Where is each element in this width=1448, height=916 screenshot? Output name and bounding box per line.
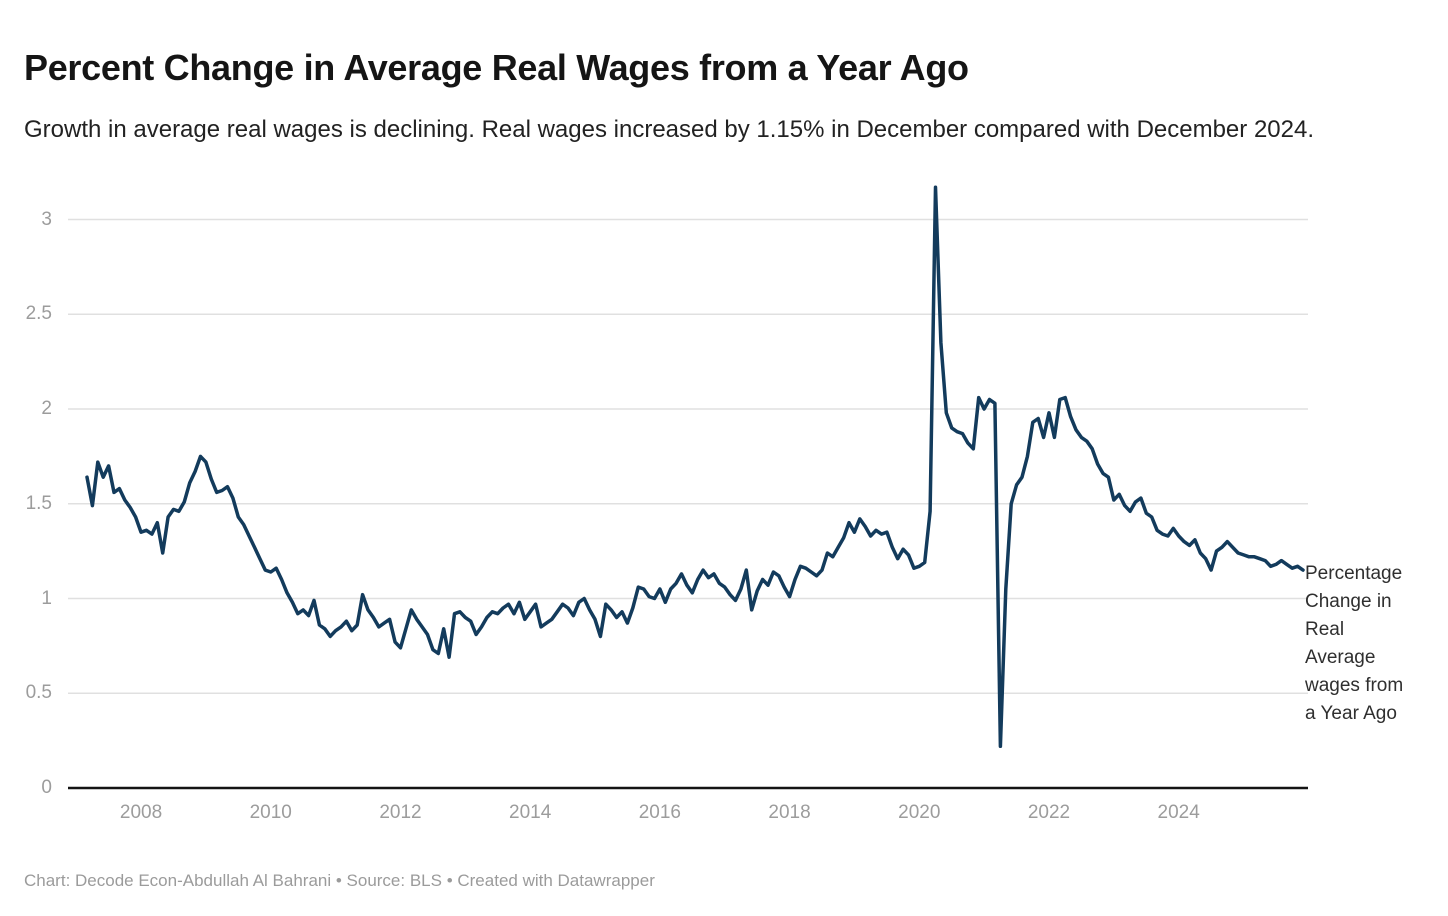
y-tick-label: 3 — [41, 208, 52, 230]
y-tick-label: 0 — [41, 777, 52, 798]
x-tick-label: 2018 — [768, 802, 811, 823]
x-tick-label: 2012 — [379, 802, 422, 823]
chart-footer-credits: Chart: Decode Econ-Abdullah Al Bahrani •… — [24, 871, 655, 890]
y-tick-label: 2.5 — [25, 303, 52, 325]
chart-subtitle: Growth in average real wages is declinin… — [24, 116, 1314, 143]
x-tick-label: 2020 — [898, 802, 941, 823]
x-tick-label: 2008 — [119, 802, 163, 823]
y-tick-label: 0.5 — [25, 682, 52, 704]
chart-title: Percent Change in Average Real Wages fro… — [24, 47, 969, 89]
x-tick-label: 2024 — [1157, 802, 1200, 823]
y-tick-label: 2 — [41, 398, 52, 419]
x-tick-label: 2016 — [638, 802, 681, 823]
y-tick-label: 1 — [41, 587, 52, 609]
series-label-annotation: Percentage Change in Real Average wages … — [1305, 563, 1404, 724]
x-tick-label: 2014 — [509, 802, 552, 823]
real-wage-growth-line — [85, 185, 1305, 749]
y-tick-label: 1.5 — [25, 492, 52, 514]
x-tick-label: 2010 — [249, 802, 292, 823]
x-tick-label: 2022 — [1027, 802, 1071, 823]
